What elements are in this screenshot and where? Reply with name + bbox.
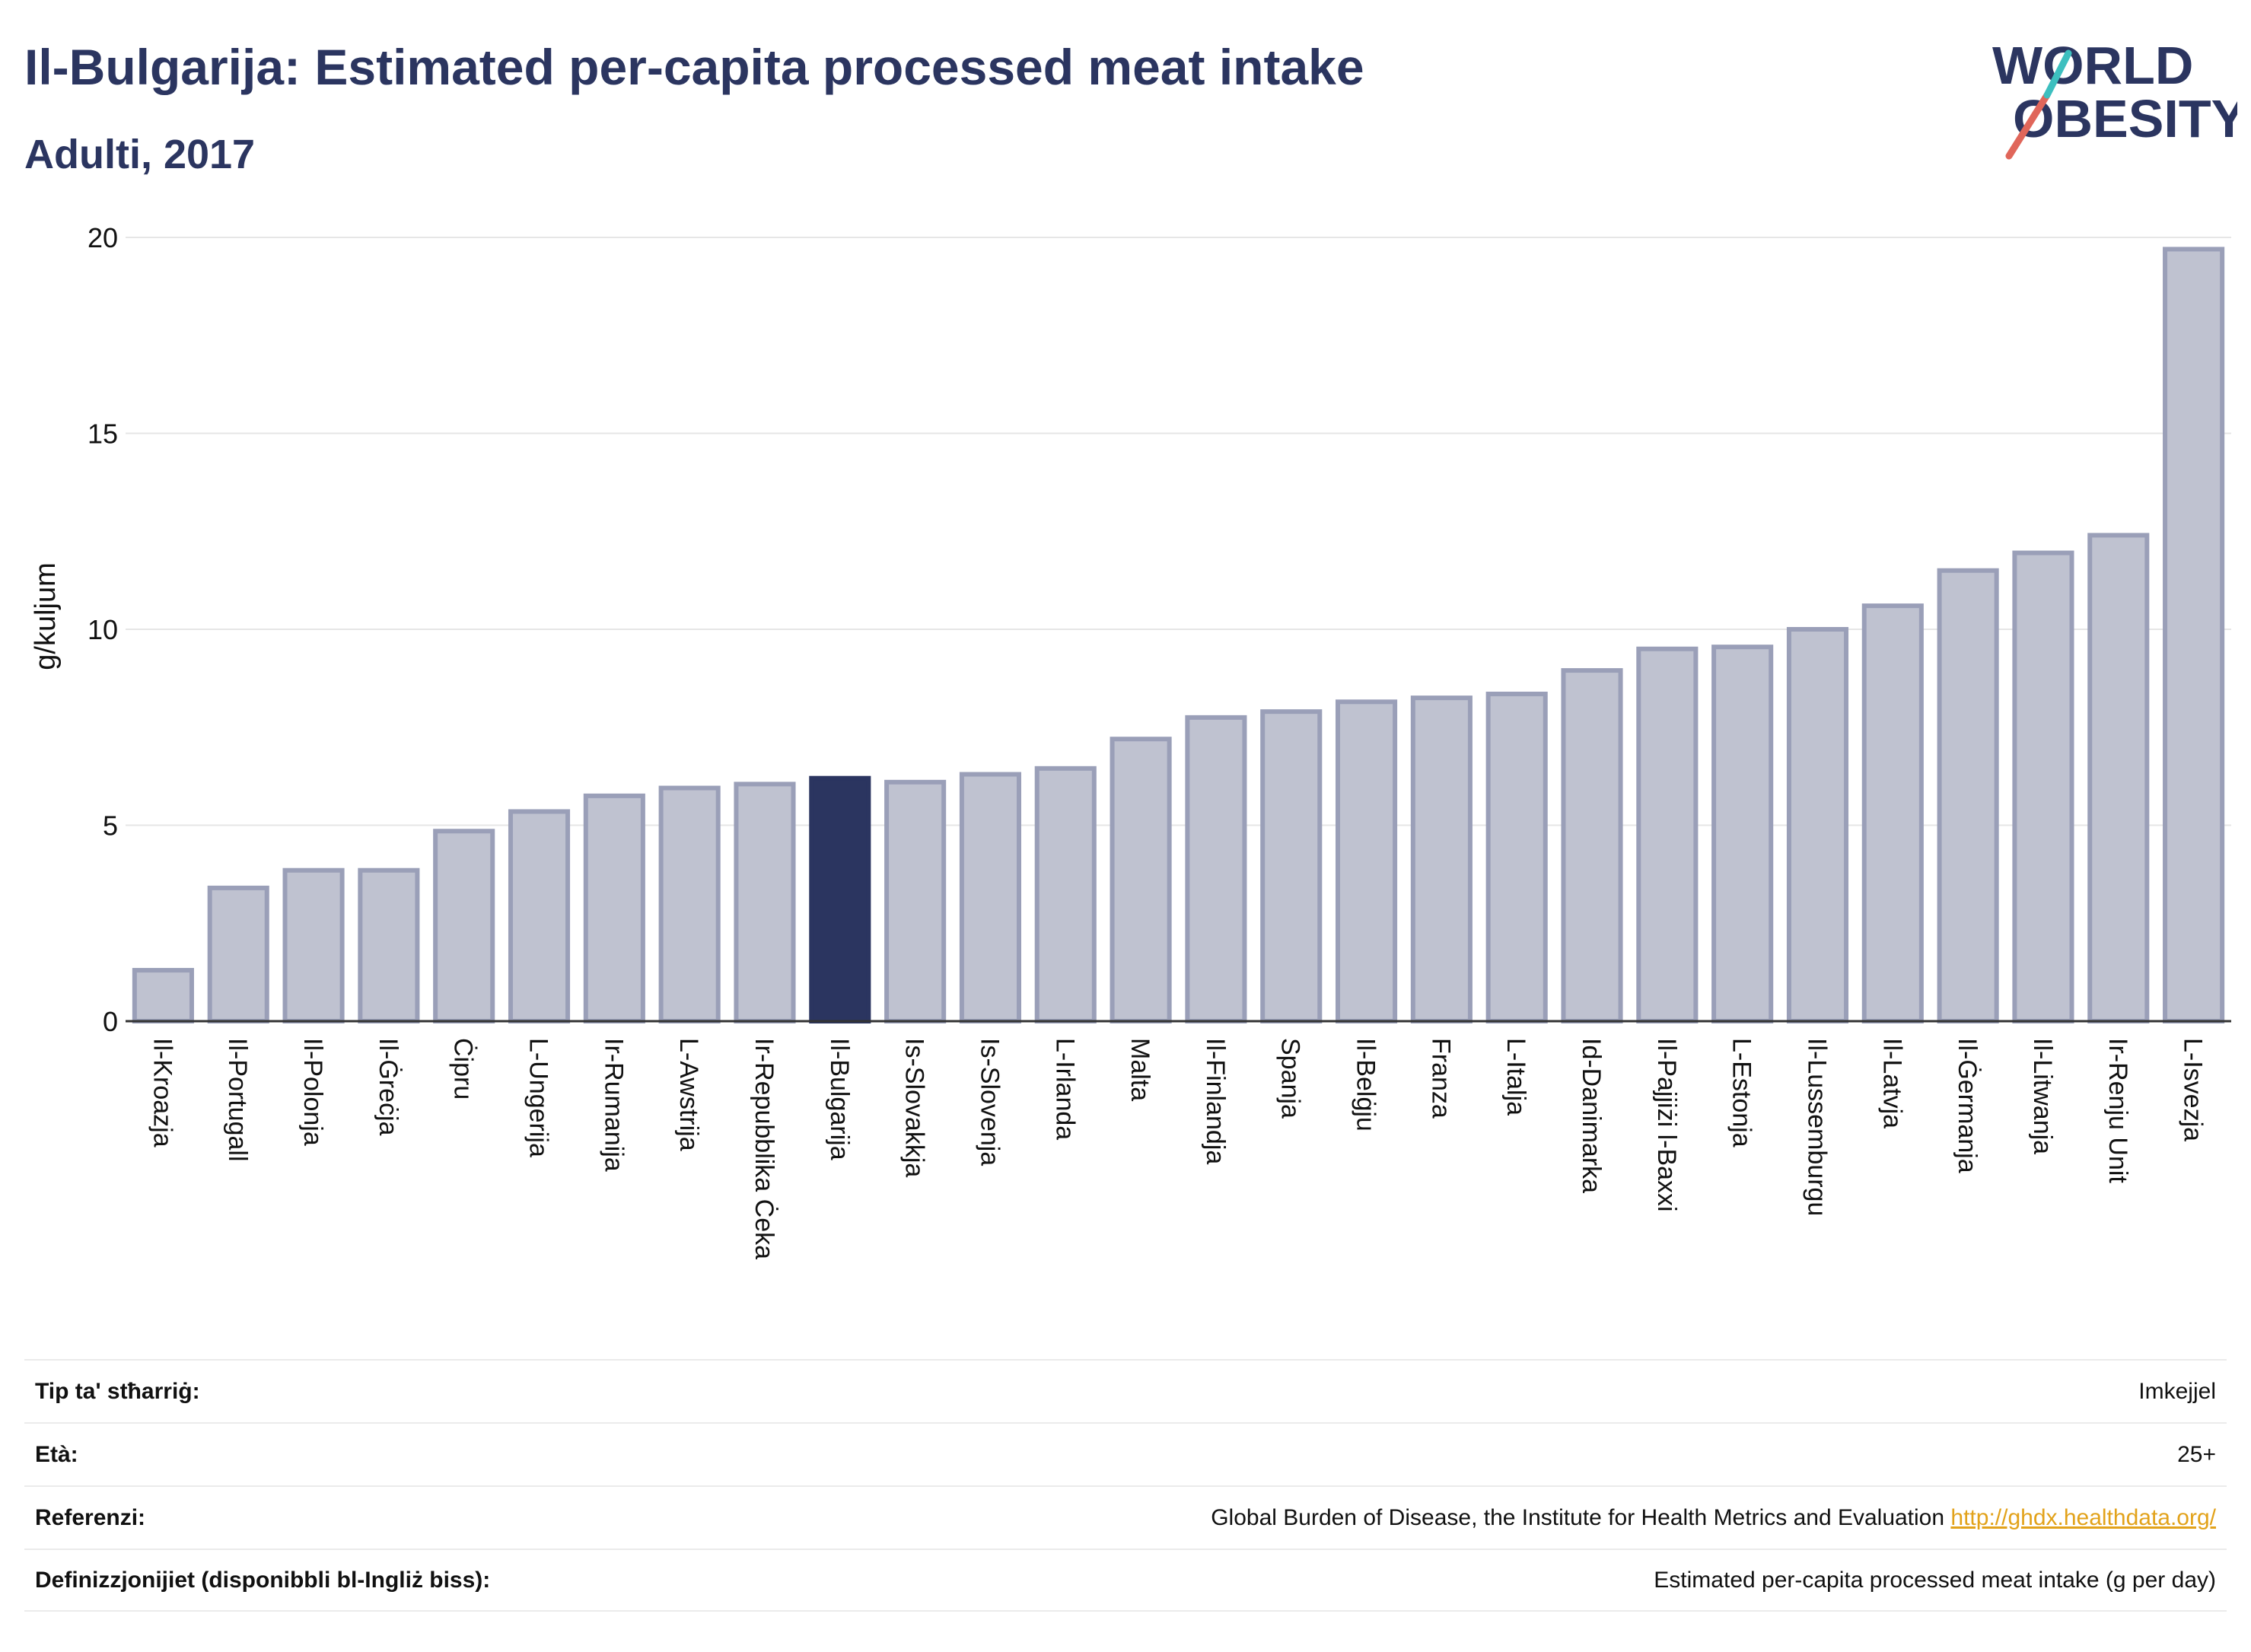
x-tick-label: Il-Bulgarija	[825, 1038, 854, 1160]
x-tick-label: L-Ungerija	[524, 1038, 553, 1157]
x-tick-label: Ċipru	[449, 1038, 478, 1100]
bar-17[interactable]	[1410, 695, 1473, 1023]
info-label: Definizzjonijiet (disponibbli bl-Ingliż …	[35, 1567, 491, 1593]
x-tick-label: L-Italja	[1501, 1038, 1530, 1116]
info-value-text: Imkejjel	[2138, 1378, 2216, 1404]
y-axis-label: g/kuljum	[30, 562, 62, 670]
x-tick-label: Malta	[1126, 1038, 1154, 1101]
x-tick-label: Il-Pajjiżi l-Baxxi	[1652, 1038, 1681, 1212]
x-tick-label: Il-Finlandja	[1201, 1038, 1230, 1164]
bar-2[interactable]	[282, 867, 345, 1023]
info-value-text: Estimated per-capita processed meat inta…	[1654, 1567, 2216, 1593]
x-tick-label: Il-Kroazja	[148, 1038, 177, 1147]
info-value: Estimated per-capita processed meat inta…	[1654, 1568, 2216, 1593]
x-tick-label: L-Awstrija	[674, 1038, 703, 1151]
x-tick-label: L-Isvezja	[2179, 1038, 2208, 1141]
bar-23[interactable]	[1861, 603, 1924, 1023]
x-tick-label: Il-Ġreċja	[374, 1038, 403, 1136]
bar-11[interactable]	[959, 772, 1021, 1023]
page-title: Il-Bulgarija: Estimated per-capita proce…	[24, 39, 1364, 95]
bar-7[interactable]	[658, 785, 721, 1023]
bar-27[interactable]	[2163, 247, 2225, 1023]
bar-0[interactable]	[132, 968, 194, 1024]
bar-25[interactable]	[2012, 550, 2074, 1023]
bar-6[interactable]	[583, 793, 645, 1023]
y-tick-label: 5	[103, 810, 118, 842]
x-tick-label: Ir-Rumanija	[599, 1038, 628, 1172]
x-tick-label: Id-Danimarka	[1577, 1038, 1606, 1193]
info-table: Tip ta' stħarriġ: Imkejjel Età: 25+ Referenz…	[24, 1359, 2227, 1612]
bar-16[interactable]	[1336, 699, 1398, 1024]
x-tick-label: L-Irlanda	[1050, 1038, 1079, 1140]
x-tick-label: Il-Portugall	[223, 1038, 252, 1162]
y-tick-label: 10	[88, 614, 118, 645]
bar-26[interactable]	[2087, 533, 2150, 1023]
x-tick-label: Franza	[1426, 1038, 1455, 1119]
bar-5[interactable]	[508, 809, 571, 1023]
x-tick-label: Spanja	[1276, 1038, 1305, 1119]
logo-text-line1: WORLD	[1992, 36, 2193, 95]
reference-link[interactable]: http://ghdx.healthdata.org/	[1950, 1504, 2216, 1530]
info-value: Imkejjel	[2138, 1379, 2216, 1405]
info-row: Età: 25+	[24, 1422, 2227, 1485]
info-value-text: Global Burden of Disease, the Institute …	[1211, 1504, 1945, 1530]
x-tick-label: Il-Lussemburgu	[1802, 1038, 1831, 1216]
info-row: Definizzjonijiet (disponibbli bl-Ingliż …	[24, 1549, 2227, 1612]
info-label: Età:	[35, 1441, 78, 1467]
bar-24[interactable]	[1937, 568, 1999, 1023]
info-label: Referenzi:	[35, 1504, 146, 1530]
x-tick-label: Ir-Renju Unit	[2103, 1038, 2132, 1183]
page-subtitle: Adulti, 2017	[24, 132, 256, 177]
bar-18[interactable]	[1485, 691, 1548, 1023]
logo-text-line2: OBESITY	[2013, 89, 2237, 148]
y-tick-label: 0	[103, 1006, 118, 1037]
bar-19[interactable]	[1561, 668, 1623, 1023]
y-tick-label: 20	[88, 222, 118, 253]
bar-10[interactable]	[884, 779, 947, 1023]
bar-14[interactable]	[1185, 715, 1247, 1023]
info-row: Referenzi: Global Burden of Disease, the …	[24, 1485, 2227, 1549]
x-tick-label: Il-Latvja	[1877, 1038, 1906, 1128]
info-value: Global Burden of Disease, the Institute …	[1211, 1505, 2216, 1531]
info-value-text: 25+	[2177, 1441, 2216, 1467]
x-tick-label: Is-Slovakkja	[900, 1038, 929, 1177]
bar-4[interactable]	[433, 829, 495, 1023]
world-obesity-logo: WORLD OBESITY	[1992, 36, 2237, 160]
bar-1[interactable]	[207, 885, 269, 1024]
bar-20[interactable]	[1636, 646, 1699, 1023]
x-tick-label: Il-Belġju	[1352, 1038, 1380, 1132]
x-tick-label: L-Estonja	[1727, 1038, 1756, 1147]
x-tick-label: Is-Slovenja	[975, 1038, 1004, 1166]
x-tick-label: Il-Ġermanja	[1953, 1038, 1982, 1173]
y-tick-label: 15	[88, 419, 118, 450]
logo-slash-teal	[2043, 49, 2072, 99]
x-tick-label: Il-Litwanja	[2028, 1038, 2057, 1154]
bar-9[interactable]	[809, 775, 871, 1023]
bar-21[interactable]	[1711, 645, 1774, 1023]
info-row: Tip ta' stħarriġ: Imkejjel	[24, 1359, 2227, 1422]
bar-3[interactable]	[358, 867, 420, 1023]
bar-12[interactable]	[1034, 766, 1097, 1023]
bar-22[interactable]	[1786, 627, 1849, 1023]
x-tick-label: Ir-Repubblika Ċeka	[750, 1038, 778, 1259]
logo-slash-coral	[2005, 91, 2051, 160]
info-value: 25+	[2177, 1442, 2216, 1468]
bar-chart: 0 5 10 15 20 Il-Kroazja Il-Portugall Il-Polonja…	[30, 222, 2231, 1259]
bar-15[interactable]	[1260, 709, 1323, 1024]
x-tick-label: Il-Polonja	[298, 1038, 327, 1146]
bar-8[interactable]	[734, 781, 796, 1024]
info-label: Tip ta' stħarriġ:	[35, 1378, 200, 1404]
bar-13[interactable]	[1110, 737, 1172, 1023]
